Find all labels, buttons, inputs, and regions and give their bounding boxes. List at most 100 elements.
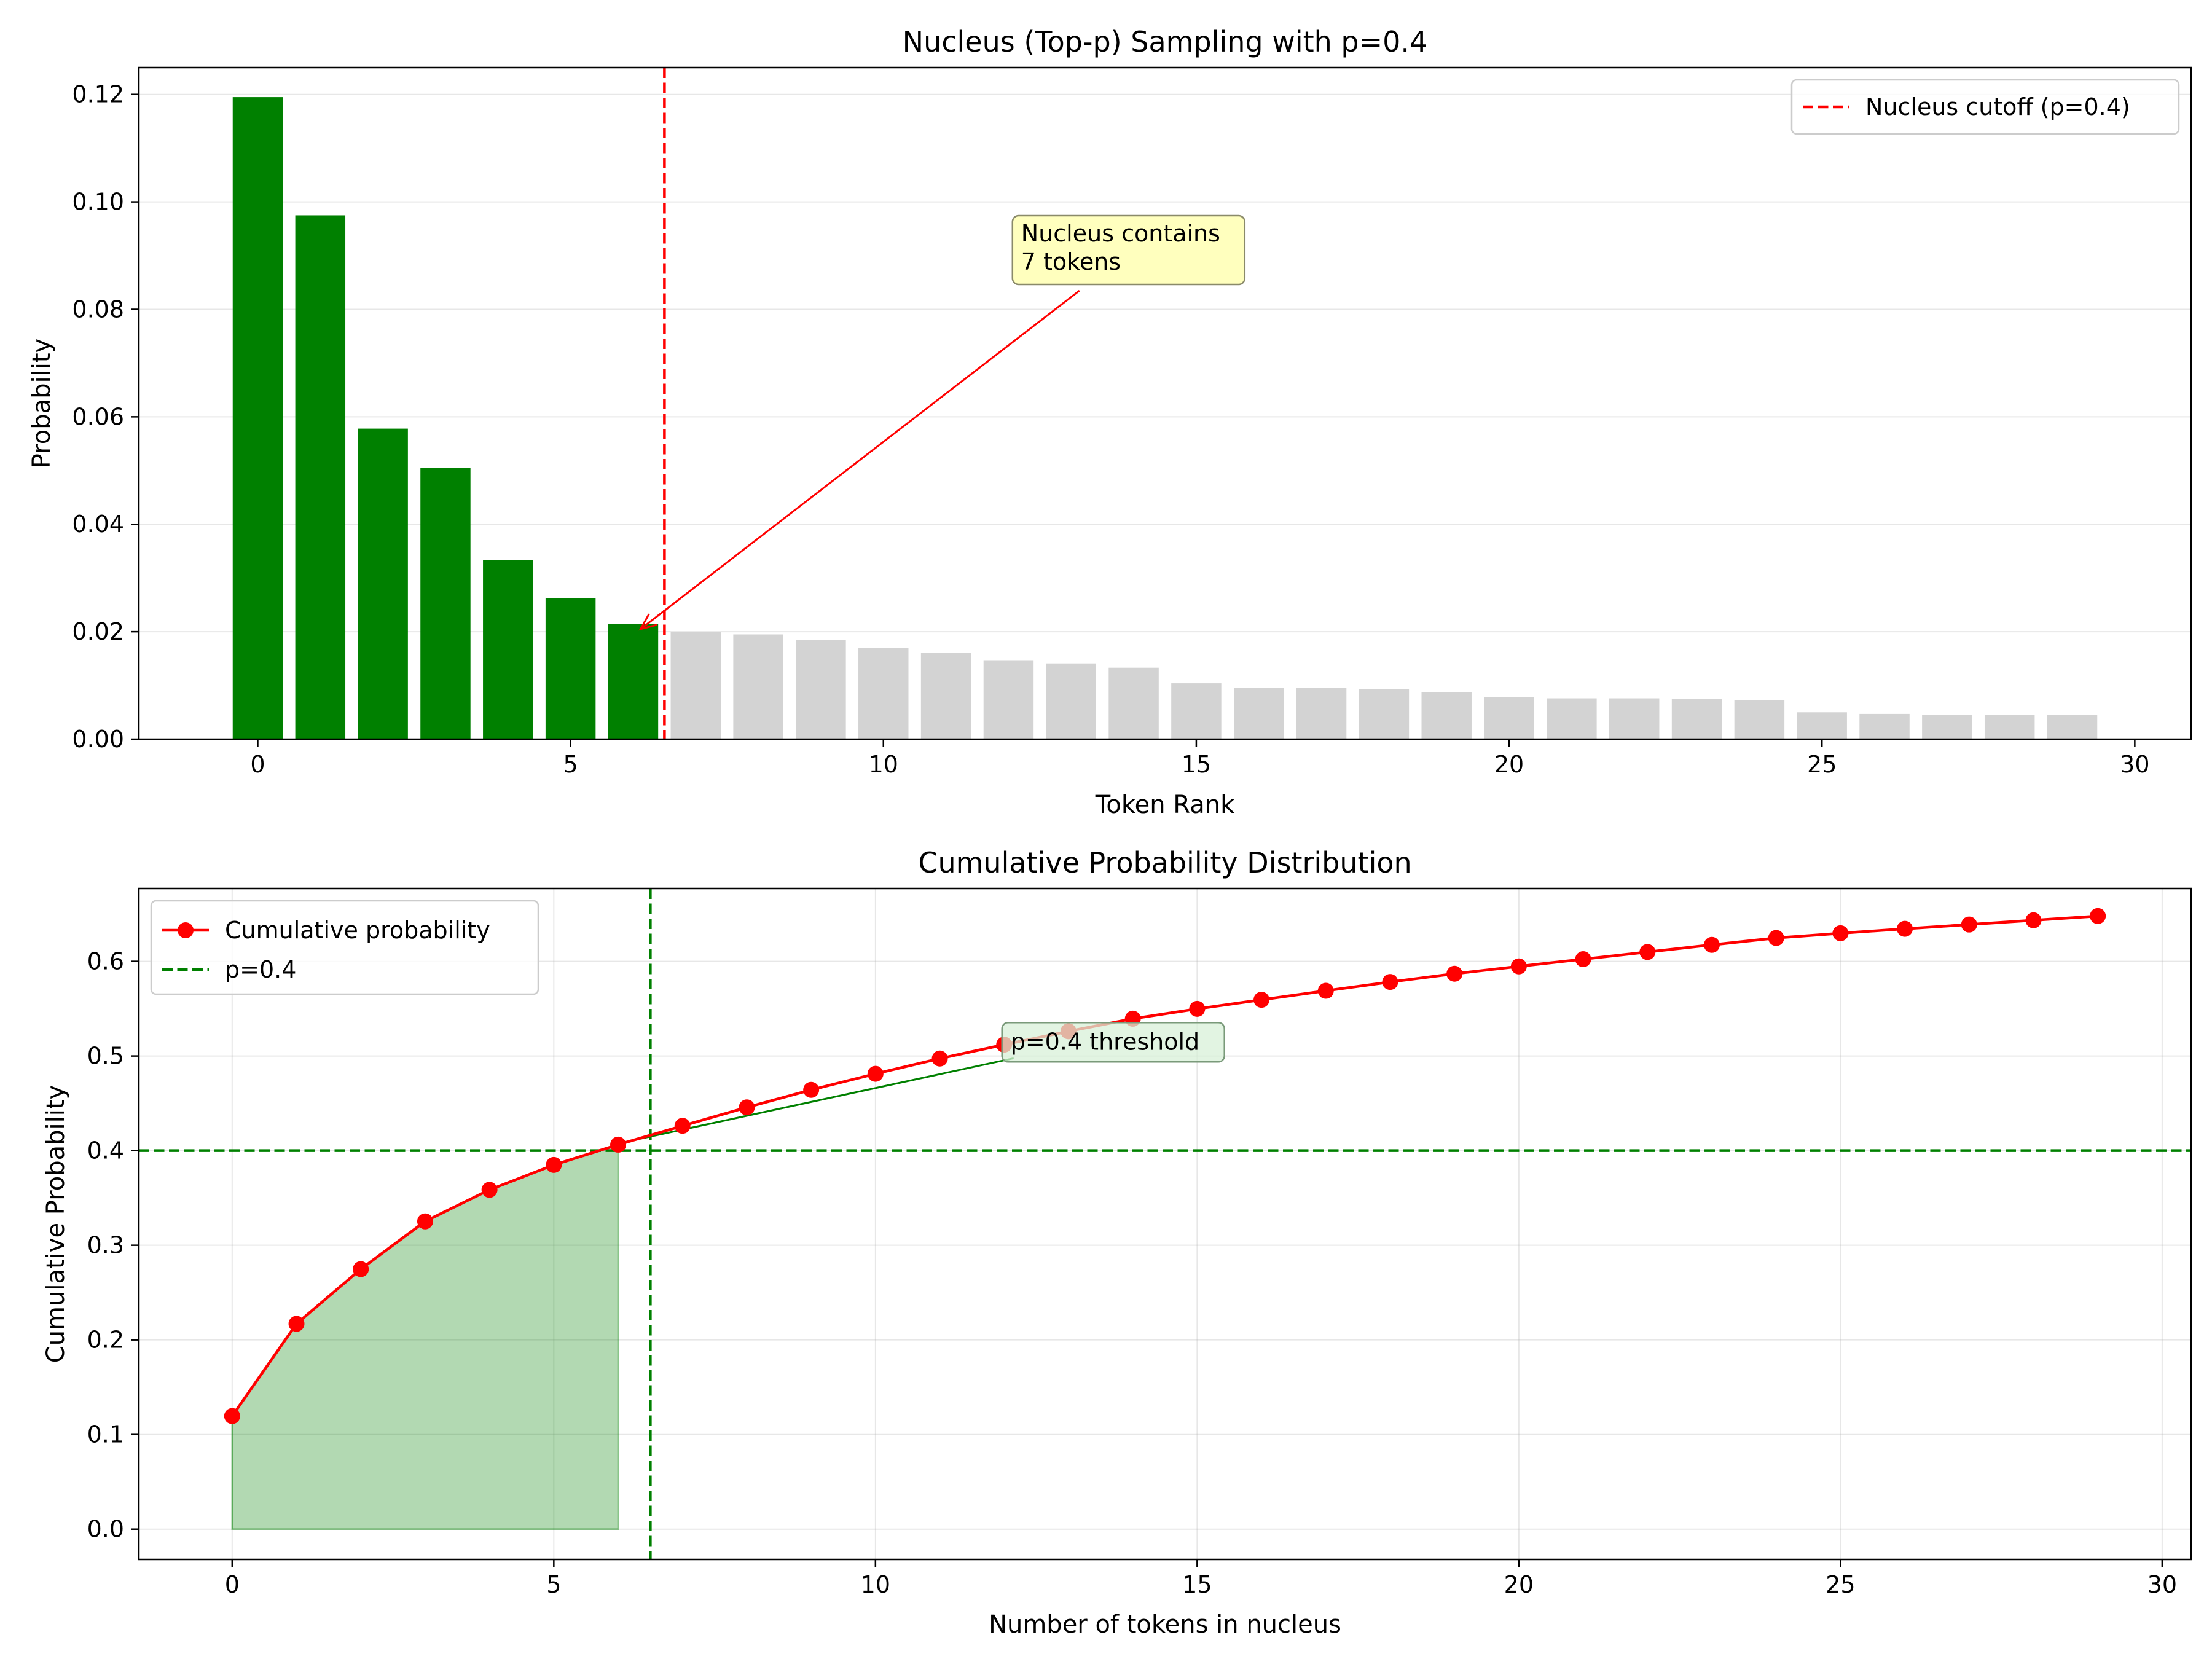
y-axis-label: Probability (28, 339, 56, 468)
legend-swatch-marker (178, 922, 194, 938)
y-tick-label: 0.3 (87, 1232, 124, 1259)
legend-label: p=0.4 (225, 956, 296, 983)
data-point (1317, 982, 1334, 999)
bar (1108, 667, 1159, 739)
probability-bar-chart: 0 5 10 15 20 25 30 0.00 0.02 0.04 0.06 0.08 0.10 0.12… (28, 25, 2192, 819)
bar (1859, 713, 1910, 739)
legend-label: Nucleus cutoff (p=0.4) (1865, 93, 2130, 120)
bar (1171, 683, 1222, 739)
data-point (224, 1408, 240, 1424)
x-tick-label: 5 (546, 1571, 561, 1598)
data-point (1382, 974, 1398, 990)
bar (1046, 663, 1096, 739)
x-tick-label: 20 (1494, 751, 1524, 778)
bar (1547, 698, 1597, 739)
bar (1609, 698, 1660, 739)
y-tick-label: 0.06 (72, 403, 124, 430)
data-point (1510, 958, 1527, 975)
annotation-text: Nucleus contains (1021, 220, 1220, 247)
data-point (353, 1261, 369, 1277)
annotation-box (1001, 1022, 1225, 1063)
bar (983, 660, 1034, 739)
bar (1421, 692, 1472, 739)
plot-frame (138, 887, 2192, 1561)
bar (1484, 697, 1534, 739)
y-tick-label: 0.1 (87, 1421, 124, 1448)
x-tick-label: 10 (861, 1571, 890, 1598)
data-point (481, 1182, 498, 1198)
annotation-arrow (640, 289, 1080, 630)
bar (358, 428, 408, 739)
x-tick-label: 10 (869, 751, 898, 778)
data-point (1703, 936, 1720, 953)
bar (1296, 688, 1347, 739)
x-axis-label: Token Rank (1095, 791, 1235, 819)
annotation-arrowhead (638, 613, 658, 631)
chart-title: Nucleus (Top-p) Sampling with p=0.4 (903, 25, 1428, 58)
y-tick-label: 0.08 (72, 296, 124, 323)
data-point (2090, 908, 2106, 924)
data-point (1897, 920, 1913, 937)
data-point (1961, 916, 1977, 933)
bar (2047, 715, 2098, 739)
bar (545, 598, 596, 739)
data-point (417, 1213, 433, 1230)
data-point (1832, 925, 1849, 941)
y-tick-label: 0.10 (72, 189, 124, 216)
annotation-text: p=0.4 threshold (1011, 1028, 1199, 1055)
y-tick-label: 0.0 (87, 1516, 124, 1543)
y-tick-label: 0.5 (87, 1043, 124, 1070)
bar (858, 648, 909, 739)
y-tick-label: 0.02 (72, 618, 124, 645)
x-tick-label: 0 (250, 751, 265, 778)
y-tick-label: 0.00 (72, 726, 124, 753)
data-point (674, 1118, 691, 1134)
bar (1984, 715, 2035, 739)
x-tick-label: 25 (1826, 1571, 1855, 1598)
y-tick-label: 0.2 (87, 1327, 124, 1354)
bar (733, 634, 783, 739)
x-tick-label: 15 (1182, 751, 1211, 778)
bar (1797, 712, 1847, 739)
data-point (931, 1050, 948, 1067)
bar (420, 468, 471, 739)
y-tick-label: 0.12 (72, 81, 124, 108)
legend-box (1790, 79, 2180, 135)
bar (1234, 688, 1284, 739)
data-point (1768, 930, 1784, 946)
bar (608, 624, 659, 739)
data-point (288, 1316, 305, 1332)
data-point (867, 1065, 884, 1082)
y-axis-label: Cumulative Probability (42, 1085, 70, 1363)
bar (483, 560, 533, 739)
cumulative-line-chart: p=0.4 threshold 0 5 10 15 20 25 30 0.0 0.1 0.2 0.3 0… (42, 846, 2192, 1639)
y-tick-label: 0.6 (87, 948, 124, 975)
x-tick-label: 30 (2120, 751, 2149, 778)
y-tick-label: 0.04 (72, 511, 124, 538)
y-tick-label: 0.4 (87, 1137, 124, 1164)
x-axis-label: Number of tokens in nucleus (989, 1610, 1341, 1639)
bar (295, 215, 346, 740)
data-point (739, 1099, 755, 1116)
x-tick-label: 25 (1807, 751, 1837, 778)
data-point (1446, 965, 1463, 982)
x-tick-label: 5 (563, 751, 578, 778)
data-point (1189, 1000, 1206, 1017)
annotation-text: 7 tokens (1021, 248, 1121, 275)
data-point (803, 1081, 820, 1098)
bar (1359, 689, 1410, 739)
bar (796, 640, 846, 739)
plot-frame (138, 66, 2192, 740)
bar (1671, 699, 1722, 739)
x-tick-label: 0 (225, 1571, 240, 1598)
chart-title: Cumulative Probability Distribution (918, 846, 1411, 879)
x-tick-label: 20 (1504, 1571, 1534, 1598)
nucleus-shaded-area (231, 1143, 619, 1530)
legend-label: Cumulative probability (225, 917, 490, 944)
data-point (610, 1136, 627, 1153)
annotation-box (1011, 214, 1246, 286)
data-point (1639, 944, 1656, 960)
bar (232, 97, 283, 739)
cumulative-probability-line (230, 914, 2098, 1417)
